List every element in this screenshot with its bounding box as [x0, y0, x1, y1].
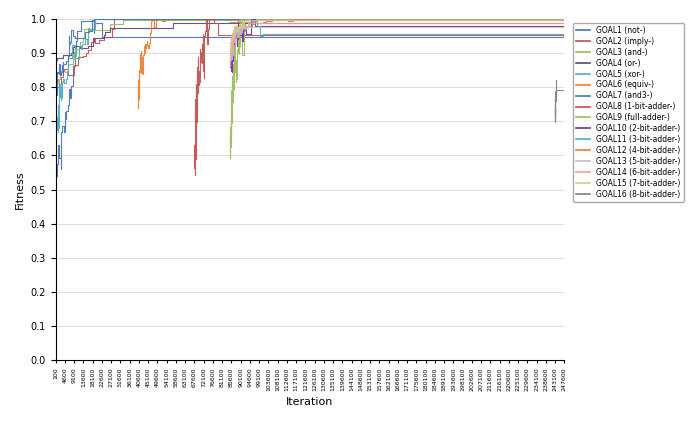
X-axis label: Iteration: Iteration	[287, 397, 333, 407]
Y-axis label: Fitness: Fitness	[15, 170, 25, 209]
Legend: GOAL1 (not-), GOAL2 (imply-), GOAL3 (and-), GOAL4 (or-), GOAL5 (xor-), GOAL6 (eq: GOAL1 (not-), GOAL2 (imply-), GOAL3 (and…	[573, 23, 684, 202]
